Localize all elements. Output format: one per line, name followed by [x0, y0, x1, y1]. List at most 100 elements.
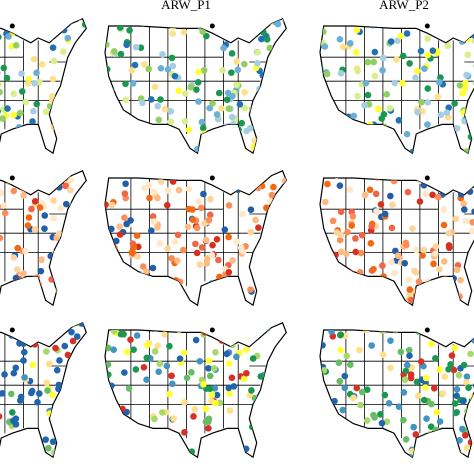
station-dot [161, 105, 169, 113]
station-dot [403, 30, 411, 37]
station-dot [67, 176, 75, 184]
station-dot [157, 96, 164, 103]
station-dot [255, 224, 262, 231]
station-dot [370, 411, 377, 419]
station-dot [460, 361, 468, 369]
station-dot [35, 390, 43, 397]
station-dot [7, 390, 15, 398]
station-dot [41, 212, 49, 219]
station-dot [225, 384, 233, 392]
station-dot [29, 361, 37, 369]
station-dot [225, 233, 232, 241]
station-dot [37, 267, 45, 275]
station-dot [388, 258, 395, 266]
station-dot [228, 69, 235, 76]
station-dot [208, 251, 216, 259]
station-dot [336, 236, 344, 244]
station-dot [29, 118, 36, 125]
station-dot [49, 438, 57, 446]
station-dot [43, 348, 50, 355]
station-dot [147, 96, 155, 103]
marker [209, 175, 215, 181]
station-dot [410, 423, 417, 431]
station-dot [174, 257, 181, 264]
station-dot [387, 364, 394, 372]
station-dot [387, 337, 394, 344]
station-dot [123, 41, 130, 49]
station-dot [154, 194, 161, 202]
marker [9, 327, 15, 333]
station-dot [424, 99, 432, 106]
station-dot [48, 93, 56, 100]
station-dot [127, 336, 134, 343]
station-dot [254, 49, 261, 56]
station-dot [233, 58, 241, 65]
station-dot [225, 360, 233, 367]
station-dot [465, 384, 472, 392]
station-dot [161, 331, 168, 338]
station-dot [116, 231, 124, 238]
station-dot [430, 384, 438, 392]
station-dot [471, 37, 474, 44]
station-dot [21, 374, 28, 381]
station-dot [187, 83, 195, 91]
station-dot [53, 366, 61, 374]
station-dot [377, 411, 384, 418]
station-dot [168, 254, 175, 262]
station-dot [18, 88, 26, 95]
station-dot [409, 225, 416, 232]
station-dot [441, 373, 449, 380]
station-dot [464, 51, 472, 59]
station-dot [391, 79, 399, 87]
station-dot [121, 369, 128, 376]
station-dot [211, 385, 219, 392]
station-dot [16, 109, 24, 117]
marker [424, 175, 430, 181]
station-dot [343, 250, 350, 258]
station-dot [445, 104, 453, 111]
station-dot [0, 189, 5, 197]
station-dot [105, 41, 110, 48]
station-dot [30, 107, 37, 115]
station-dot [352, 48, 360, 56]
station-dot [167, 118, 175, 126]
station-dot [379, 66, 386, 74]
station-dot [45, 360, 53, 368]
station-dot [263, 36, 271, 43]
station-dot [420, 396, 428, 404]
station-dot [383, 91, 391, 98]
station-dot [229, 92, 236, 100]
station-dot [403, 241, 410, 249]
station-dot [412, 74, 419, 81]
station-dot [203, 32, 210, 40]
station-dot [156, 240, 164, 247]
station-dot [202, 236, 210, 244]
station-dot [62, 182, 69, 190]
station-dot [230, 383, 238, 390]
station-dot [242, 346, 250, 354]
station-dot [463, 373, 471, 380]
station-dot [258, 35, 265, 43]
station-dot [108, 225, 115, 233]
station-dot [205, 357, 213, 365]
station-dot [123, 220, 130, 228]
station-dot [201, 220, 208, 227]
station-dot [422, 190, 430, 198]
station-dot [339, 43, 347, 51]
station-dot [371, 48, 379, 56]
station-dot [5, 33, 12, 40]
station-dot [379, 262, 386, 269]
station-dot [238, 119, 245, 127]
station-dot [200, 381, 207, 388]
station-dot [402, 367, 410, 375]
station-dot [350, 112, 358, 120]
station-dot [463, 379, 470, 386]
station-dot [198, 118, 206, 126]
station-dot [225, 202, 233, 209]
station-dot [209, 100, 216, 107]
station-dot [443, 109, 451, 117]
station-dot [441, 258, 448, 265]
station-dot [457, 276, 464, 284]
station-dot [116, 223, 123, 230]
station-dot [336, 182, 344, 189]
